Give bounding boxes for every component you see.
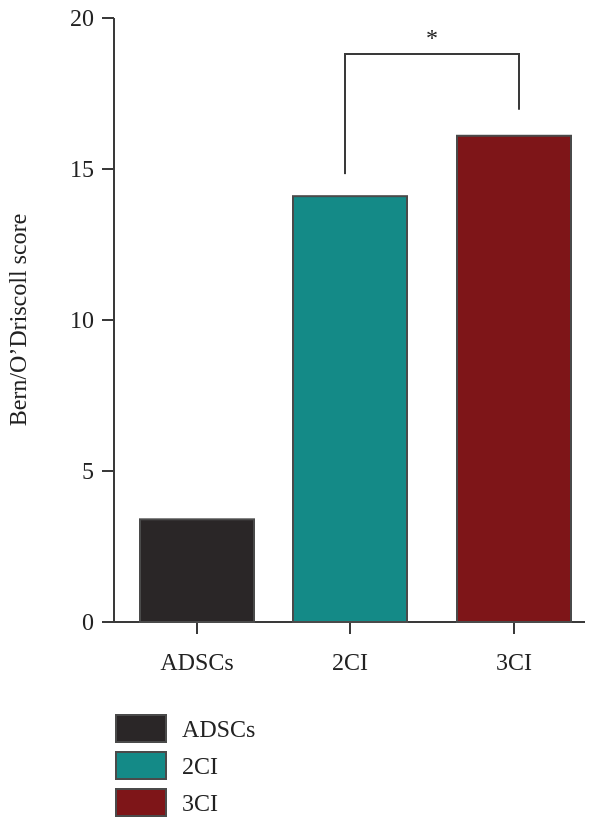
legend-swatch bbox=[115, 714, 167, 743]
bar-adscs bbox=[139, 518, 255, 624]
significance-label: * bbox=[426, 26, 438, 52]
legend-label: 3CI bbox=[182, 791, 218, 817]
legend-label: ADSCs bbox=[182, 717, 255, 743]
y-tick-label: 15 bbox=[70, 157, 94, 183]
y-tick-label: 0 bbox=[82, 610, 94, 636]
y-tick-label: 20 bbox=[70, 6, 94, 32]
x-tick-label: 2CI bbox=[332, 650, 368, 676]
legend-swatch bbox=[115, 788, 167, 817]
annotations: * bbox=[344, 26, 520, 175]
significance-bracket bbox=[344, 53, 520, 175]
x-tick-label: 3CI bbox=[496, 650, 532, 676]
x-tick-label: ADSCs bbox=[160, 650, 233, 676]
legend-swatch bbox=[115, 751, 167, 780]
y-tick-label: 10 bbox=[70, 308, 94, 334]
y-tick-label: 5 bbox=[82, 459, 94, 485]
bar-2ci bbox=[292, 195, 408, 623]
axes: 0 5 10 15 20 ADSCs 2CI 3CI bbox=[70, 6, 585, 676]
legend-label: 2CI bbox=[182, 754, 218, 780]
y-axis-title: Bern/O’Driscoll score bbox=[6, 214, 32, 427]
legend: ADSCs 2CI 3CI bbox=[115, 714, 255, 817]
bar-3ci bbox=[456, 134, 572, 623]
bars bbox=[139, 134, 572, 624]
